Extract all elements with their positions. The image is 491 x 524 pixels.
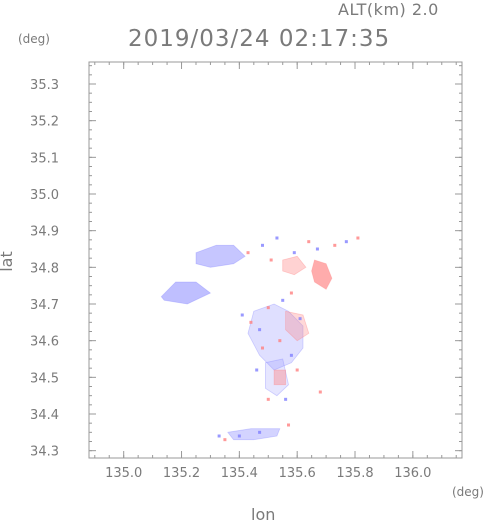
negative-echo-region [160,281,212,305]
x-tick-label: 135.8 [336,466,373,481]
x-tick-label: 135.6 [279,466,316,481]
positive-echo-speckle [289,291,293,295]
positive-echo-speckle [356,236,360,240]
x-tick-label: 135.4 [221,466,258,481]
negative-echo-region [227,428,281,441]
negative-echo-speckle [258,328,262,332]
plot-frame [88,61,463,459]
x-axis-unit: (deg) [452,485,484,499]
y-tick-label: 34.8 [30,261,59,276]
negative-echo-speckle [315,247,319,251]
positive-echo-speckle [287,423,291,427]
x-tick-label: 136.0 [394,466,431,481]
positive-echo-region [273,369,287,386]
positive-echo-region [311,259,333,290]
negative-echo-speckle [217,434,221,438]
negative-echo-speckle [240,313,244,317]
negative-echo-region [247,303,304,371]
negative-echo-speckle [275,236,279,240]
negative-echo-speckle [284,397,288,401]
positive-echo-speckle [246,251,250,255]
negative-echo-speckle [292,251,296,255]
positive-echo-speckle [266,306,270,310]
positive-echo-speckle [295,368,299,372]
x-axis-label: lon [251,505,276,524]
positive-echo-region [282,255,307,276]
axis-layer: 135.0 135.2 135.4 135.6 135.8 136.0 34.3 34.4 34… [30,62,462,481]
data-layer [160,236,360,442]
y-tick-label: 34.6 [30,335,59,350]
x-tick-label: 135.2 [163,466,200,481]
positive-echo-speckle [318,390,322,394]
positive-echo-region [285,310,310,342]
y-tick-label: 35.0 [30,188,59,203]
y-tick-label: 35.1 [30,151,59,166]
positive-echo-speckle [307,240,311,244]
negative-echo-speckle [289,353,293,357]
y-axis-unit: (deg) [18,32,50,46]
positive-echo-speckle [266,397,270,401]
y-tick-label: 35.2 [30,115,59,130]
chart-title-timestamp: 2019/03/24 02:17:35 [128,26,391,52]
y-tick-label: 34.7 [30,298,59,313]
negative-echo-speckle [237,434,241,438]
negative-echo-speckle [258,430,262,434]
y-tick-label: 34.3 [30,445,59,460]
positive-echo-speckle [223,438,227,442]
positive-echo-speckle [333,243,337,247]
positive-echo-speckle [269,258,273,262]
negative-echo-region [195,244,246,268]
negative-echo-speckle [344,240,348,244]
y-tick-label: 34.9 [30,225,59,240]
negative-echo-speckle [260,243,264,247]
negative-echo-speckle [255,368,259,372]
negative-echo-speckle [281,298,285,302]
negative-echo-speckle [298,317,302,321]
y-tick-label: 35.3 [30,78,59,93]
altitude-label: ALT(km) 2.0 [338,0,439,19]
positive-echo-speckle [278,339,282,343]
x-tick-label: 135.0 [105,466,142,481]
negative-echo-region [264,358,289,397]
positive-echo-speckle [260,346,264,350]
y-tick-label: 34.4 [30,408,59,423]
y-tick-label: 34.5 [30,371,59,386]
positive-echo-speckle [249,320,253,324]
